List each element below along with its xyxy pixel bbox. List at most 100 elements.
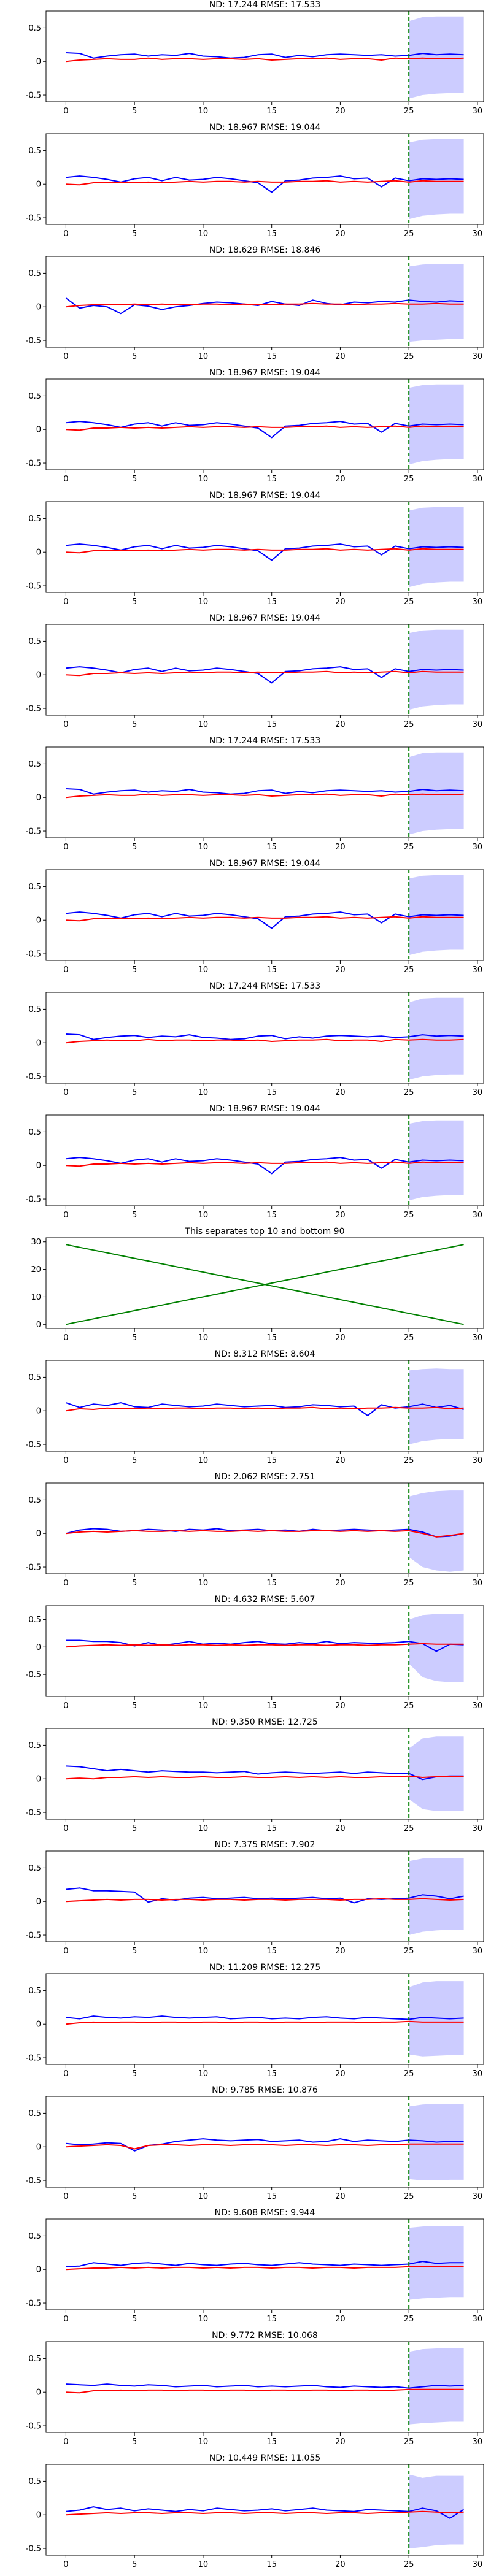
x-tick-label: 5: [132, 965, 137, 975]
chart-title: ND: 17.244 RMSE: 17.533: [209, 981, 321, 991]
chart-title: ND: 9.772 RMSE: 10.068: [212, 2331, 318, 2340]
y-tick-label: 0.5: [28, 1005, 41, 1014]
x-tick-label: 30: [473, 107, 483, 116]
x-tick-label: 5: [132, 352, 137, 361]
x-tick-label: 25: [404, 107, 414, 116]
x-tick-label: 30: [473, 2437, 483, 2447]
y-tick-label: -0.5: [26, 1441, 41, 1450]
forecast-series-line: [66, 1161, 464, 1167]
actual-series-line: [66, 1887, 464, 1904]
chart-panel-3: ND: 18.967 RMSE: 19.044 0 5 10 15 20 25 30 -0.5 0…: [26, 368, 484, 484]
x-tick-label: 25: [404, 229, 414, 239]
y-tick-label: 0.5: [28, 1373, 41, 1382]
x-tick-label: 25: [404, 352, 414, 361]
actual-series-line: [66, 1528, 464, 1538]
x-tick-label: 15: [266, 2315, 277, 2324]
confidence-band: [409, 2348, 464, 2425]
x-tick-label: 30: [473, 1456, 483, 1465]
y-tick-label: 0.5: [28, 147, 41, 156]
chart-panel-9: ND: 18.967 RMSE: 19.044 0 5 10 15 20 25 30 -0.5 0…: [26, 1104, 484, 1220]
chart-panel-13: ND: 4.632 RMSE: 5.607 0 5 10 15 20 25 30 -0.5 0 0.…: [26, 1595, 484, 1711]
actual-series-line: [66, 2261, 464, 2267]
actual-series-line: [66, 175, 464, 193]
x-tick-label: 0: [63, 229, 68, 239]
y-tick-label: 0: [36, 1039, 41, 1048]
x-tick-label: 10: [198, 2560, 209, 2569]
chart-title: ND: 9.785 RMSE: 10.876: [212, 2085, 318, 2095]
x-tick-label: 30: [473, 843, 483, 852]
x-tick-label: 10: [198, 1211, 209, 1220]
x-tick-label: 15: [266, 229, 277, 239]
axes-frame: [45, 1728, 484, 1820]
plot-area: [66, 747, 464, 838]
x-tick-label: 25: [404, 1947, 414, 1956]
plot-area: [66, 1115, 464, 1206]
x-tick-label: 5: [132, 720, 137, 729]
y-tick-label: -0.5: [26, 827, 41, 837]
x-tick-label: 30: [473, 2192, 483, 2201]
x-tick-label: 5: [132, 1579, 137, 1588]
y-tick-label: 0.5: [28, 2109, 41, 2118]
y-tick-label: -0.5: [26, 1195, 41, 1205]
x-tick-label: 15: [266, 1333, 277, 1343]
x-tick-label: 20: [335, 597, 346, 607]
x-tick-label: 0: [63, 965, 68, 975]
y-tick-label: 0: [36, 1407, 41, 1416]
chart-title: ND: 17.244 RMSE: 17.533: [209, 736, 321, 746]
x-tick-label: 5: [132, 1088, 137, 1097]
chart-panel-10: This separates top 10 and bottom 90 0 5 10 1…: [31, 1227, 484, 1343]
actual-series-line: [66, 1157, 464, 1175]
y-tick-label: -0.5: [26, 582, 41, 591]
x-tick-label: 10: [198, 843, 209, 852]
x-tick-label: 0: [63, 720, 68, 729]
x-tick-label: 0: [63, 1211, 68, 1220]
x-tick-label: 0: [63, 2192, 68, 2201]
x-tick-label: 5: [132, 1947, 137, 1956]
axes-frame: [45, 746, 484, 838]
x-tick-label: 0: [63, 1947, 68, 1956]
forecast-series-line: [66, 1775, 464, 1780]
plot-area: [66, 11, 464, 102]
chart-title: ND: 18.967 RMSE: 19.044: [209, 123, 321, 132]
x-tick-label: 20: [335, 1579, 346, 1588]
x-tick-label: 5: [132, 1333, 137, 1343]
x-tick-label: 20: [335, 965, 346, 975]
x-tick-label: 20: [335, 475, 346, 484]
y-tick-label: -0.5: [26, 1671, 41, 1680]
y-tick-label: -0.5: [26, 2422, 41, 2431]
x-tick-label: 10: [198, 2315, 209, 2324]
x-tick-label: 0: [63, 1824, 68, 1833]
x-tick-label: 10: [198, 2437, 209, 2447]
x-tick-label: 5: [132, 2437, 137, 2447]
x-tick-label: 0: [63, 2315, 68, 2324]
chart-panel-18: ND: 9.608 RMSE: 9.944 0 5 10 15 20 25 30 -0.5 0 0.…: [26, 2208, 484, 2324]
confidence-band: [409, 1736, 464, 1811]
x-tick-label: 25: [404, 1701, 414, 1711]
y-tick-label: 0.5: [28, 2477, 41, 2486]
y-tick-label: -0.5: [26, 91, 41, 101]
chart-panel-5: ND: 18.967 RMSE: 19.044 0 5 10 15 20 25 30 -0.5 0…: [26, 613, 484, 729]
y-tick-label: 0: [36, 58, 41, 67]
x-tick-label: 20: [335, 2315, 346, 2324]
x-tick-label: 10: [198, 1579, 209, 1588]
actual-series-line: [66, 1639, 464, 1652]
y-tick-label: 0: [36, 303, 41, 312]
chart-panel-6: ND: 17.244 RMSE: 17.533 0 5 10 15 20 25 30 -0.5 0…: [26, 736, 484, 852]
axes-frame: [45, 1237, 484, 1329]
x-tick-label: 10: [198, 1947, 209, 1956]
confidence-band: [409, 1981, 464, 2057]
x-tick-label: 30: [473, 1824, 483, 1833]
actual-series-line: [66, 1033, 464, 1040]
x-tick-label: 30: [473, 2069, 483, 2079]
x-tick-label: 25: [404, 843, 414, 852]
forecast-series-line: [66, 2020, 464, 2025]
chart-panel-14: ND: 9.350 RMSE: 12.725 0 5 10 15 20 25 30 -0.5 0 0…: [26, 1717, 484, 1833]
x-tick-label: 0: [63, 2069, 68, 2079]
y-tick-label: -0.5: [26, 2054, 41, 2063]
x-tick-label: 25: [404, 2192, 414, 2201]
chart-title: This separates top 10 and bottom 90: [185, 1227, 345, 1236]
actual-series-line: [66, 788, 464, 795]
axes-frame: [45, 1605, 484, 1697]
y-tick-label: 0: [36, 2388, 41, 2398]
